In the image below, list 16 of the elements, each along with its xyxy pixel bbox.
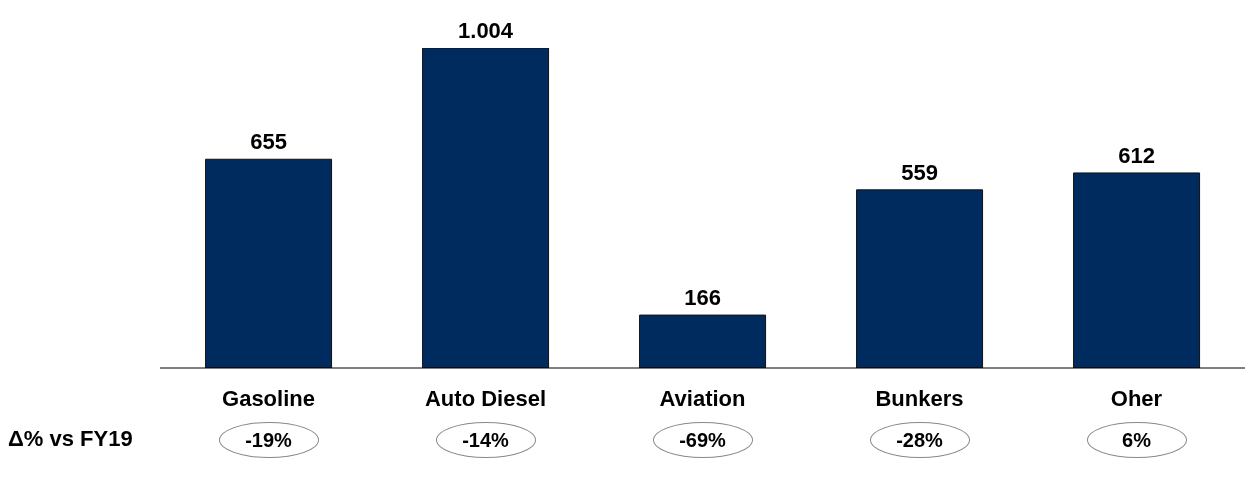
data-label: 1.004 bbox=[458, 18, 514, 43]
x-tick-label: Oher bbox=[1110, 385, 1163, 411]
data-label: 612 bbox=[1118, 142, 1155, 168]
x-tick-label: Gasoline bbox=[222, 385, 315, 411]
bar bbox=[205, 158, 333, 368]
data-label: 166 bbox=[684, 285, 721, 311]
bar bbox=[856, 189, 984, 368]
data-label: 559 bbox=[901, 159, 938, 185]
text: Δ% vs FY19 bbox=[8, 426, 133, 452]
x-tick-label: Aviation bbox=[659, 385, 746, 411]
bar bbox=[639, 314, 767, 368]
x-tick-label: Bunkers bbox=[875, 385, 964, 411]
bar bbox=[1073, 172, 1201, 368]
x-tick-label: Auto Diesel bbox=[424, 385, 547, 411]
data-label: 655 bbox=[250, 129, 287, 155]
bar bbox=[422, 48, 550, 368]
